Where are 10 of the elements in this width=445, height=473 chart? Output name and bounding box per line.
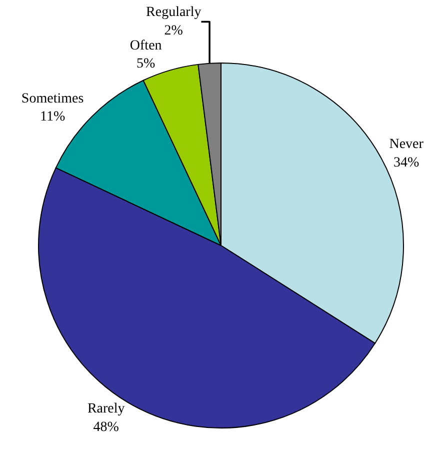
- slice-label: Regularly: [146, 5, 202, 20]
- data-label: 11%: [40, 110, 66, 125]
- slice-label: Often: [130, 38, 162, 54]
- slice-label: Rarely: [87, 402, 125, 417]
- data-label: 2%: [164, 23, 184, 38]
- slice-label: Never: [389, 137, 424, 152]
- slice-label: Sometimes: [21, 92, 84, 107]
- data-label: 48%: [93, 420, 120, 435]
- data-label: 34%: [393, 155, 420, 170]
- data-label: 5%: [136, 56, 156, 72]
